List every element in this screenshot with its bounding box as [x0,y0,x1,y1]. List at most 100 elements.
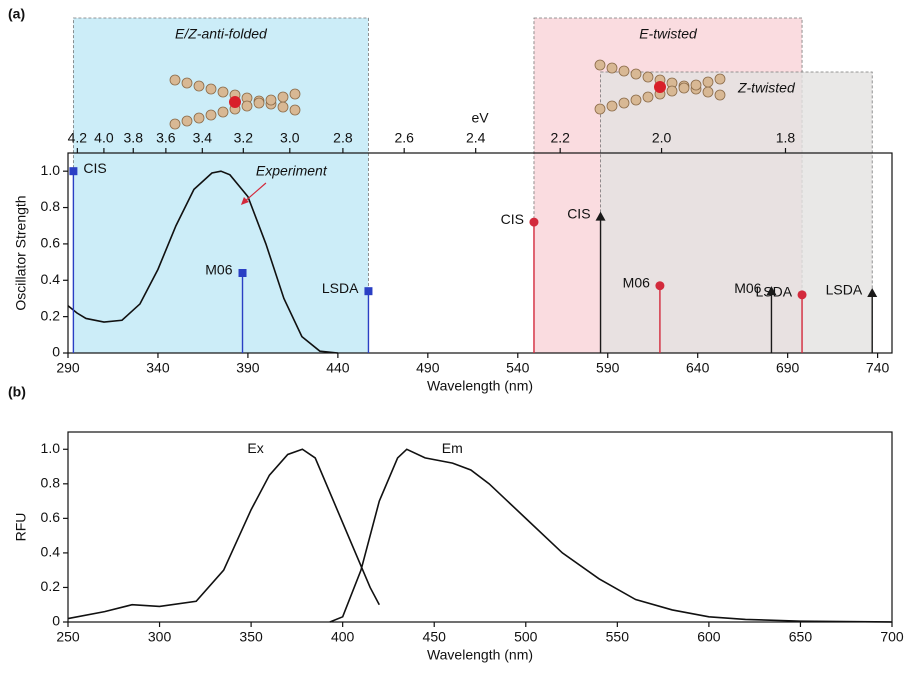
series-label: Em [442,440,463,456]
panel-label: (b) [8,384,26,400]
y-tick-label: 0.4 [41,271,61,287]
x-tick-label: 290 [56,360,80,376]
y-tick-label: 0.8 [41,198,61,214]
x-axis-label: Wavelength (nm) [427,647,533,663]
point-label: M06 [623,274,650,290]
atom [607,63,617,73]
point-label: M06 [734,280,761,296]
point-label: CIS [83,160,106,176]
atom [595,60,605,70]
atom [206,84,216,94]
x2-tick-label: 4.2 [68,130,88,146]
y-tick-label: 0.6 [41,235,61,251]
y-tick-label: 0.4 [41,544,61,560]
x2-tick-label: 3.8 [124,130,144,146]
atom [290,105,300,115]
x-tick-label: 650 [789,629,813,645]
plot-frame [68,432,892,622]
x2-tick-label: 2.6 [394,130,414,146]
y-tick-label: 0.2 [41,307,61,323]
atom [715,74,725,84]
x-tick-label: 350 [239,629,263,645]
x-tick-label: 450 [423,629,447,645]
atom [607,101,617,111]
y-tick-label: 0 [52,344,60,360]
atom [715,90,725,100]
x2-tick-label: 1.8 [776,130,796,146]
x2-axis-label: eV [471,110,489,126]
atom [631,69,641,79]
marker [798,290,807,299]
atom [194,81,204,91]
atom [170,75,180,85]
atom [290,89,300,99]
atom [278,92,288,102]
y-tick-label: 0.2 [41,578,61,594]
atom [182,116,192,126]
x-tick-label: 690 [776,360,800,376]
y-axis-label: Oscillator Strength [13,195,29,310]
point-label: CIS [501,211,524,227]
x-tick-label: 250 [56,629,80,645]
marker [239,269,247,277]
x2-tick-label: 3.2 [234,130,254,146]
atom [667,86,677,96]
atom [619,66,629,76]
region-label: E-twisted [639,26,698,42]
x-tick-label: 500 [514,629,538,645]
atom [679,83,689,93]
x2-tick-label: 4.0 [94,130,114,146]
atom [218,107,228,117]
point-label: LSDA [826,282,863,298]
atom [619,98,629,108]
x-tick-label: 340 [146,360,170,376]
panel-label: (a) [8,6,25,22]
x-tick-label: 700 [880,629,904,645]
atom [278,102,288,112]
x2-tick-label: 3.6 [156,130,176,146]
atom [703,77,713,87]
y-tick-label: 0.8 [41,475,61,491]
marker [364,287,372,295]
atom [703,87,713,97]
atom [206,110,216,120]
x-axis-label: Wavelength (nm) [427,378,533,394]
marker [655,281,664,290]
atom [218,87,228,97]
spectrum-line [68,449,379,618]
x-tick-label: 540 [506,360,530,376]
x2-tick-label: 2.2 [550,130,570,146]
x-tick-label: 490 [416,360,440,376]
marker [69,167,77,175]
x-tick-label: 590 [596,360,620,376]
y-tick-label: 0.6 [41,509,61,525]
x-tick-label: 440 [326,360,350,376]
atom-o [654,81,666,93]
y-tick-label: 0 [52,613,60,629]
point-label: LSDA [322,280,359,296]
x-tick-label: 300 [148,629,172,645]
point-label: M06 [205,262,232,278]
atom [266,95,276,105]
x-tick-label: 740 [866,360,890,376]
region-label: E/Z-anti-folded [175,26,268,42]
atom [254,98,264,108]
atom [182,78,192,88]
series-label: Ex [247,440,263,456]
atom [170,119,180,129]
spectrum-line [330,449,892,622]
annotation: Experiment [256,163,328,179]
atom-o [229,96,241,108]
x2-tick-label: 3.0 [280,130,300,146]
region [601,72,873,353]
y-tick-label: 1.0 [41,440,61,456]
region-label: Z-twisted [737,80,796,96]
y-axis-label: RFU [13,513,29,542]
figure: (a) E/Z-anti-folded E-twisted Z-twisted 0 0.2… [0,0,909,678]
atom [194,113,204,123]
x-tick-label: 550 [606,629,630,645]
atom [691,80,701,90]
x2-tick-label: 2.0 [652,130,672,146]
atom [595,104,605,114]
atom [643,92,653,102]
